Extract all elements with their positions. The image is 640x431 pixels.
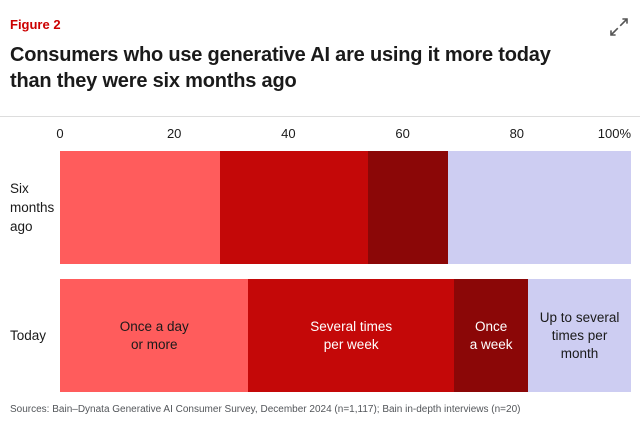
- x-tick-label: 20: [166, 126, 182, 141]
- stacked-bar: Once a day or more Several times per week…: [60, 279, 631, 392]
- bar-segment-up-to-several-times-per-month: [448, 151, 631, 264]
- x-tick-label: 60: [395, 126, 410, 141]
- segment-label: Once a week: [469, 318, 513, 352]
- bar-segment-once-a-day-or-more: [60, 151, 220, 264]
- x-axis: 0 20 40 60 80 100%: [56, 117, 631, 151]
- figure-header: Figure 2 Consumers who use generative AI…: [0, 0, 640, 94]
- chart: 0 20 40 60 80 100% Six months ago Today Once a …: [0, 117, 640, 392]
- segment-label: Several times per week: [310, 318, 393, 352]
- bar-segment-several-times-per-week: Several times per week: [248, 279, 454, 392]
- plot-rows: Six months ago Today Once a day or more Sev…: [0, 151, 640, 392]
- bar-segment-once-a-week: [368, 151, 449, 264]
- bar-segment-several-times-per-week: [219, 151, 369, 264]
- segment-label: Once a day or more: [119, 318, 189, 352]
- x-tick-label: 100%: [597, 126, 631, 141]
- bar-segment-once-a-day-or-more: Once a day or more: [60, 279, 249, 392]
- bar-row-six-months-ago: Six months ago: [0, 151, 640, 264]
- bar-segment-once-a-week: Once a week: [453, 279, 529, 392]
- bar-row-today: Today Once a day or more Several times per…: [0, 279, 640, 392]
- segment-label: Up to several times per month: [539, 309, 620, 361]
- expand-diagonal-arrows-icon[interactable]: [607, 15, 631, 39]
- x-tick-label: 0: [56, 126, 64, 141]
- figure-number-label: Figure 2: [10, 17, 61, 32]
- row-label: Today: [10, 328, 47, 343]
- sources-note: Sources: Bain–Dynata Generative AI Consu…: [10, 404, 521, 415]
- x-tick-label: 40: [281, 126, 296, 141]
- bar-segment-up-to-several-times-per-month: Up to several times per month: [528, 279, 631, 392]
- x-tick-label: 80: [509, 126, 525, 141]
- chart-title: Consumers who use generative AI are usin…: [10, 44, 551, 92]
- row-label: Six months ago: [10, 181, 55, 234]
- stacked-bar: [60, 151, 631, 264]
- header-divider: [0, 116, 640, 117]
